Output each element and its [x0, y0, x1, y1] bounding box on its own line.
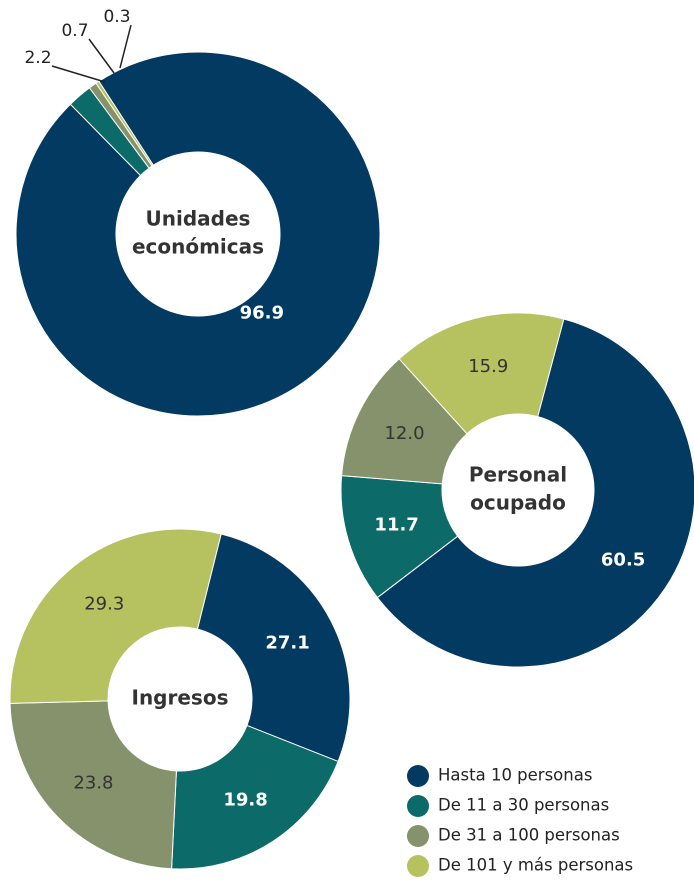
leader-line [51, 65, 106, 83]
data-label: 23.8 [73, 773, 113, 794]
donut-slice [171, 724, 339, 870]
donut-center-label: ocupado [470, 491, 566, 515]
donut-slice [95, 80, 155, 167]
donut-center-label: Ingresos [132, 686, 229, 710]
data-label: 19.8 [223, 790, 267, 811]
data-label: 0.3 [103, 7, 130, 27]
legend-label: De 31 a 100 personas [438, 826, 620, 845]
data-label: 60.5 [601, 549, 645, 570]
donut-center-label: Personal [469, 463, 567, 487]
data-label: 12.0 [384, 423, 424, 444]
leader-line [119, 24, 132, 69]
legend-swatch [407, 795, 429, 817]
legend-label: Hasta 10 personas [438, 766, 592, 785]
leader-line [88, 38, 115, 74]
donut-slice [341, 358, 468, 485]
donut-center-label: económicas [132, 235, 264, 259]
data-label: 2.2 [24, 48, 51, 68]
legend-label: De 11 a 30 personas [438, 796, 609, 815]
legend-swatch [407, 765, 429, 787]
legend-swatch [407, 825, 429, 847]
legend-label: De 101 y más personas [438, 856, 633, 875]
donut-slice [9, 700, 177, 870]
data-label: 0.7 [61, 21, 88, 41]
legend-swatch [407, 855, 429, 877]
donut-slice [398, 312, 565, 435]
donut-center-label: Unidades [146, 207, 251, 231]
data-label: 11.7 [374, 515, 418, 536]
data-label: 15.9 [468, 356, 508, 377]
data-label: 29.3 [84, 594, 124, 615]
donut-slice [9, 528, 222, 704]
donut-slice [196, 533, 351, 763]
donut-slice [15, 51, 381, 417]
data-label: 96.9 [240, 303, 284, 324]
data-label: 27.1 [265, 633, 309, 654]
donut-slice [376, 318, 694, 668]
